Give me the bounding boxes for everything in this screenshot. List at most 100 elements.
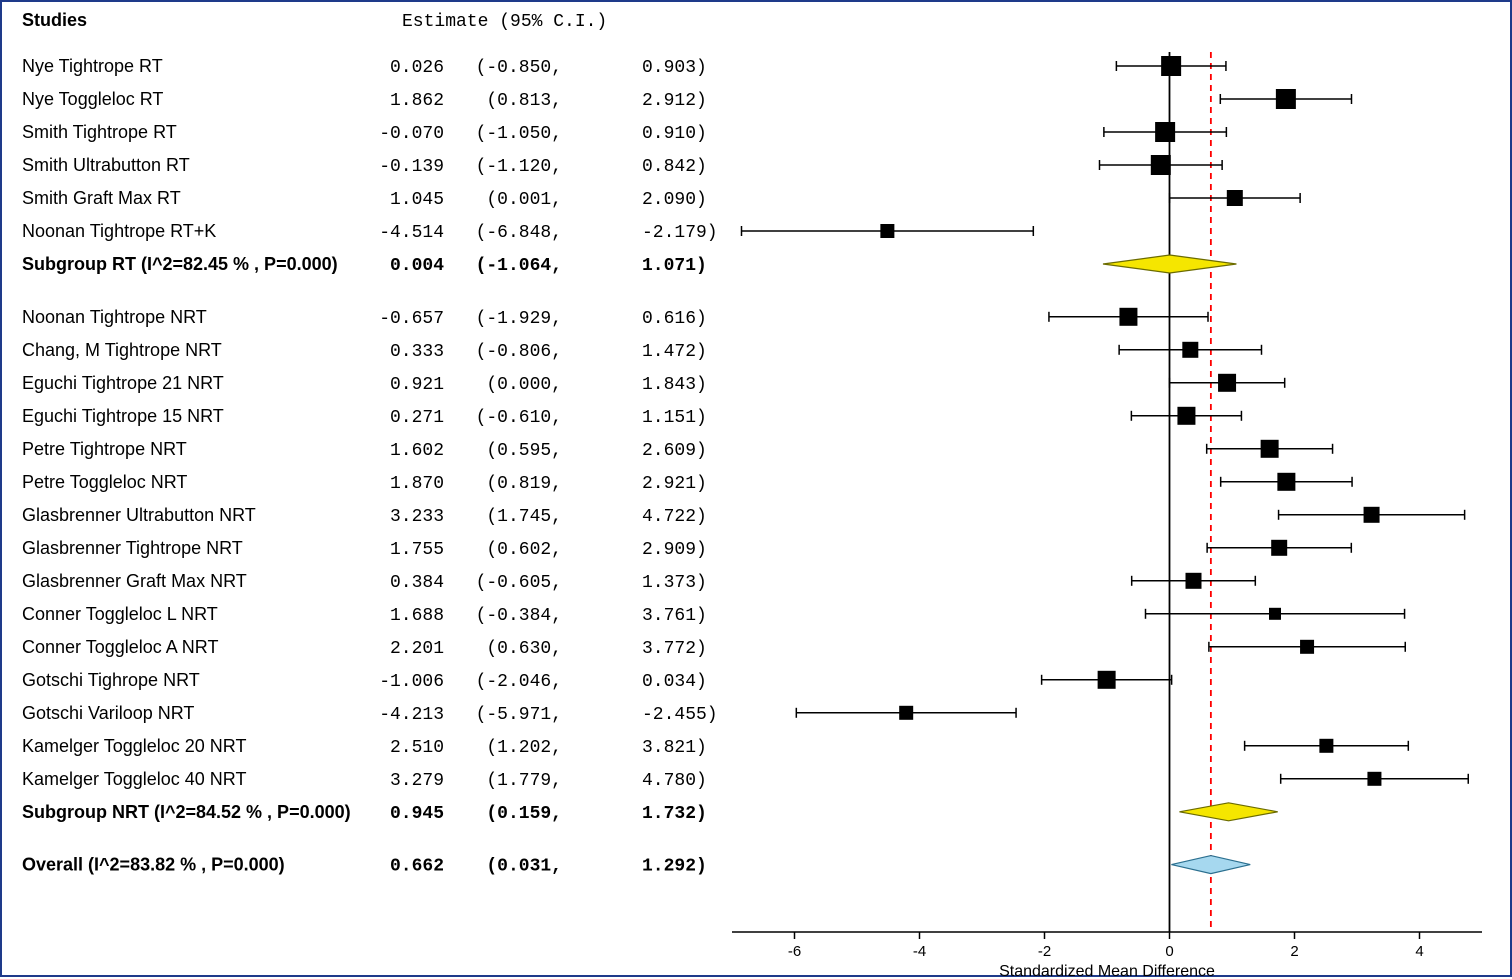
study-label: Kamelger Toggleloc 20 NRT	[22, 736, 246, 756]
estimate-value: 2.201	[390, 639, 444, 659]
ci-high-value: 0.616)	[642, 309, 707, 329]
ci-high-value: 4.780)	[642, 771, 707, 791]
study-label: Eguchi Tightrope 21 NRT	[22, 373, 224, 393]
ci-low-value: (0.819,	[486, 474, 562, 494]
study-marker	[1177, 407, 1195, 425]
estimate-value: 0.026	[390, 58, 444, 78]
study-label: Glasbrenner Graft Max NRT	[22, 571, 247, 591]
ci-high-value: 1.472)	[642, 342, 707, 362]
ci-high-value: 0.034)	[642, 672, 707, 692]
study-marker	[1276, 89, 1296, 109]
header-studies: Studies	[22, 10, 87, 30]
estimate-value: -4.213	[379, 705, 444, 725]
x-tick-label: -2	[1038, 943, 1051, 960]
study-marker	[1218, 374, 1236, 392]
ci-low-value: (-0.610,	[476, 408, 562, 428]
study-marker	[1155, 122, 1175, 142]
study-marker	[899, 706, 913, 720]
study-marker	[1277, 473, 1295, 491]
estimate-value: 0.271	[390, 408, 444, 428]
ci-low-value: (-2.046,	[476, 672, 562, 692]
estimate-value: 1.045	[390, 190, 444, 210]
header-estimate: Estimate (95% C.I.)	[402, 12, 607, 32]
ci-low-value: (-0.605,	[476, 573, 562, 593]
study-marker	[1098, 671, 1116, 689]
ci-low-value: (-5.971,	[476, 705, 562, 725]
ci-low-value: (0.602,	[486, 540, 562, 560]
study-label: Eguchi Tightrope 15 NRT	[22, 406, 224, 426]
estimate-value: 3.233	[390, 507, 444, 527]
study-label: Nye Toggleloc RT	[22, 89, 163, 109]
estimate-value: 0.921	[390, 375, 444, 395]
study-label: Gotschi Tighrope NRT	[22, 670, 200, 690]
study-marker	[1271, 540, 1287, 556]
ci-low-value: (0.159,	[486, 804, 562, 824]
estimate-value: 0.662	[390, 857, 444, 877]
estimate-value: -0.070	[379, 124, 444, 144]
subgroup-diamond	[1179, 803, 1277, 821]
estimate-value: -0.139	[379, 157, 444, 177]
x-tick-label: 0	[1165, 943, 1173, 960]
study-marker	[1300, 640, 1314, 654]
study-label: Smith Graft Max RT	[22, 188, 181, 208]
ci-high-value: 2.912)	[642, 91, 707, 111]
ci-high-value: 3.772)	[642, 639, 707, 659]
study-marker	[1182, 342, 1198, 358]
study-label: Gotschi Variloop NRT	[22, 703, 194, 723]
ci-low-value: (0.000,	[486, 375, 562, 395]
estimate-value: 1.870	[390, 474, 444, 494]
ci-high-value: 3.761)	[642, 606, 707, 626]
ci-low-value: (1.745,	[486, 507, 562, 527]
study-marker	[880, 224, 894, 238]
x-tick-label: 4	[1415, 943, 1423, 960]
study-label: Nye Tightrope RT	[22, 56, 163, 76]
estimate-value: 2.510	[390, 738, 444, 758]
study-label: Smith Tightrope RT	[22, 122, 177, 142]
ci-high-value: 3.821)	[642, 738, 707, 758]
ci-high-value: 1.732)	[642, 804, 707, 824]
ci-low-value: (-1.064,	[476, 256, 562, 276]
ci-high-value: 2.090)	[642, 190, 707, 210]
study-label: Conner Toggleloc A NRT	[22, 637, 218, 657]
ci-low-value: (-0.850,	[476, 58, 562, 78]
estimate-value: 0.004	[390, 256, 444, 276]
ci-low-value: (1.202,	[486, 738, 562, 758]
study-label: Kamelger Toggleloc 40 NRT	[22, 769, 246, 789]
study-marker	[1319, 739, 1333, 753]
study-label: Noonan Tightrope RT+K	[22, 221, 216, 241]
study-label: Noonan Tightrope NRT	[22, 307, 207, 327]
study-marker	[1151, 155, 1171, 175]
estimate-value: 1.755	[390, 540, 444, 560]
estimate-value: 0.384	[390, 573, 444, 593]
estimate-value: 1.862	[390, 91, 444, 111]
x-tick-label: -4	[913, 943, 926, 960]
forest-plot-svg: Studies Estimate (95% C.I.) Nye Tightrope …	[2, 2, 1512, 979]
study-marker	[1367, 772, 1381, 786]
ci-high-value: 2.609)	[642, 441, 707, 461]
ci-high-value: 0.842)	[642, 157, 707, 177]
ci-high-value: 0.910)	[642, 124, 707, 144]
forest-plot-container: Studies Estimate (95% C.I.) Nye Tightrope …	[0, 0, 1512, 977]
ci-high-value: 1.292)	[642, 857, 707, 877]
estimate-value: -0.657	[379, 309, 444, 329]
study-label: Subgroup NRT (I^2=84.52 % , P=0.000)	[22, 802, 351, 822]
estimate-value: 0.333	[390, 342, 444, 362]
study-marker	[1261, 440, 1279, 458]
ci-low-value: (0.630,	[486, 639, 562, 659]
ci-high-value: 0.903)	[642, 58, 707, 78]
study-label: Petre Tightrope NRT	[22, 439, 187, 459]
estimate-value: 1.688	[390, 606, 444, 626]
ci-high-value: -2.179)	[642, 223, 718, 243]
study-label: Chang, M Tightrope NRT	[22, 340, 222, 360]
ci-high-value: 2.921)	[642, 474, 707, 494]
ci-low-value: (-6.848,	[476, 223, 562, 243]
overall-diamond	[1171, 856, 1250, 874]
ci-low-value: (-0.384,	[476, 606, 562, 626]
study-marker	[1364, 507, 1380, 523]
ci-high-value: 4.722)	[642, 507, 707, 527]
estimate-value: -1.006	[379, 672, 444, 692]
ci-low-value: (0.031,	[486, 857, 562, 877]
estimate-value: 3.279	[390, 771, 444, 791]
ci-low-value: (-1.120,	[476, 157, 562, 177]
study-label: Glasbrenner Ultrabutton NRT	[22, 505, 256, 525]
